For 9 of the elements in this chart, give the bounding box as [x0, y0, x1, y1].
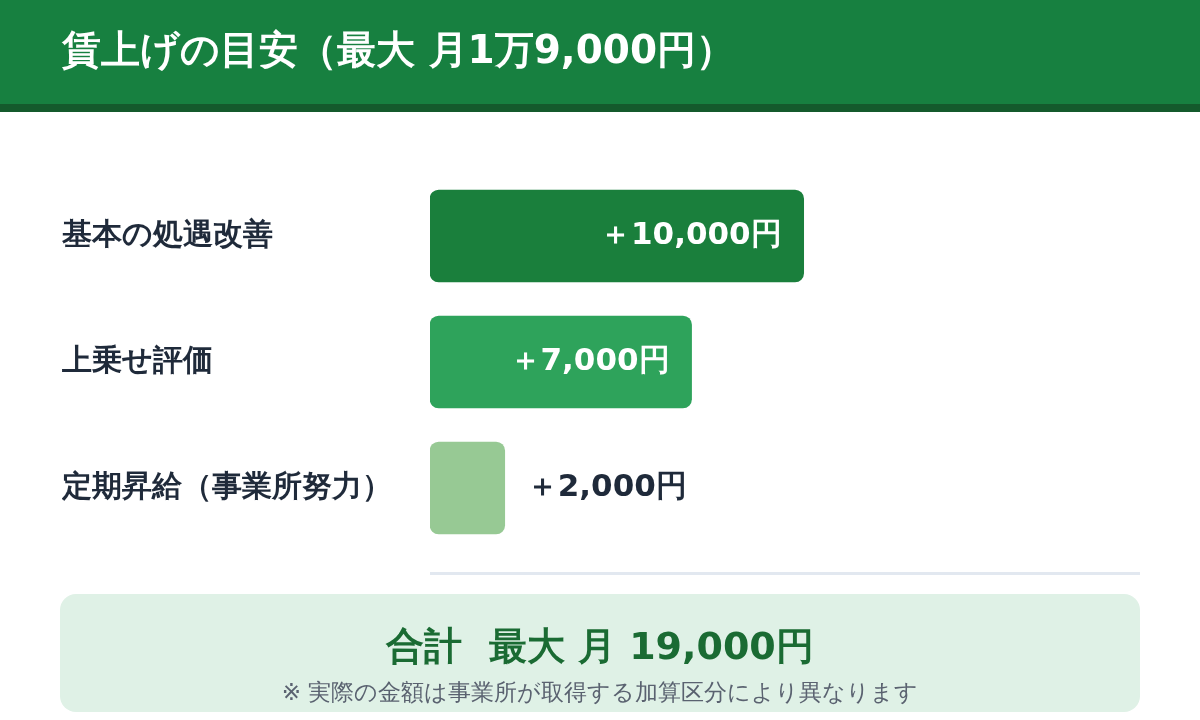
- text: 合計 最大 月 19,000円: [385, 623, 815, 670]
- data-label: ＋2,000円: [526, 467, 687, 504]
- chart-title: 賃上げの目安（最大 月1万9,000円）: [62, 26, 736, 74]
- text: ※ 実際の金額は事業所が取得する加算区分により異なります: [280, 678, 920, 707]
- y-tick-label: 上乗せ評価: [61, 341, 213, 377]
- y-tick-label: 基本の処遇改善: [61, 215, 273, 251]
- y-tick-label: 定期昇給（事業所努力）: [61, 467, 392, 503]
- data-label: ＋10,000円: [600, 215, 782, 252]
- data-label: ＋7,000円: [509, 341, 670, 378]
